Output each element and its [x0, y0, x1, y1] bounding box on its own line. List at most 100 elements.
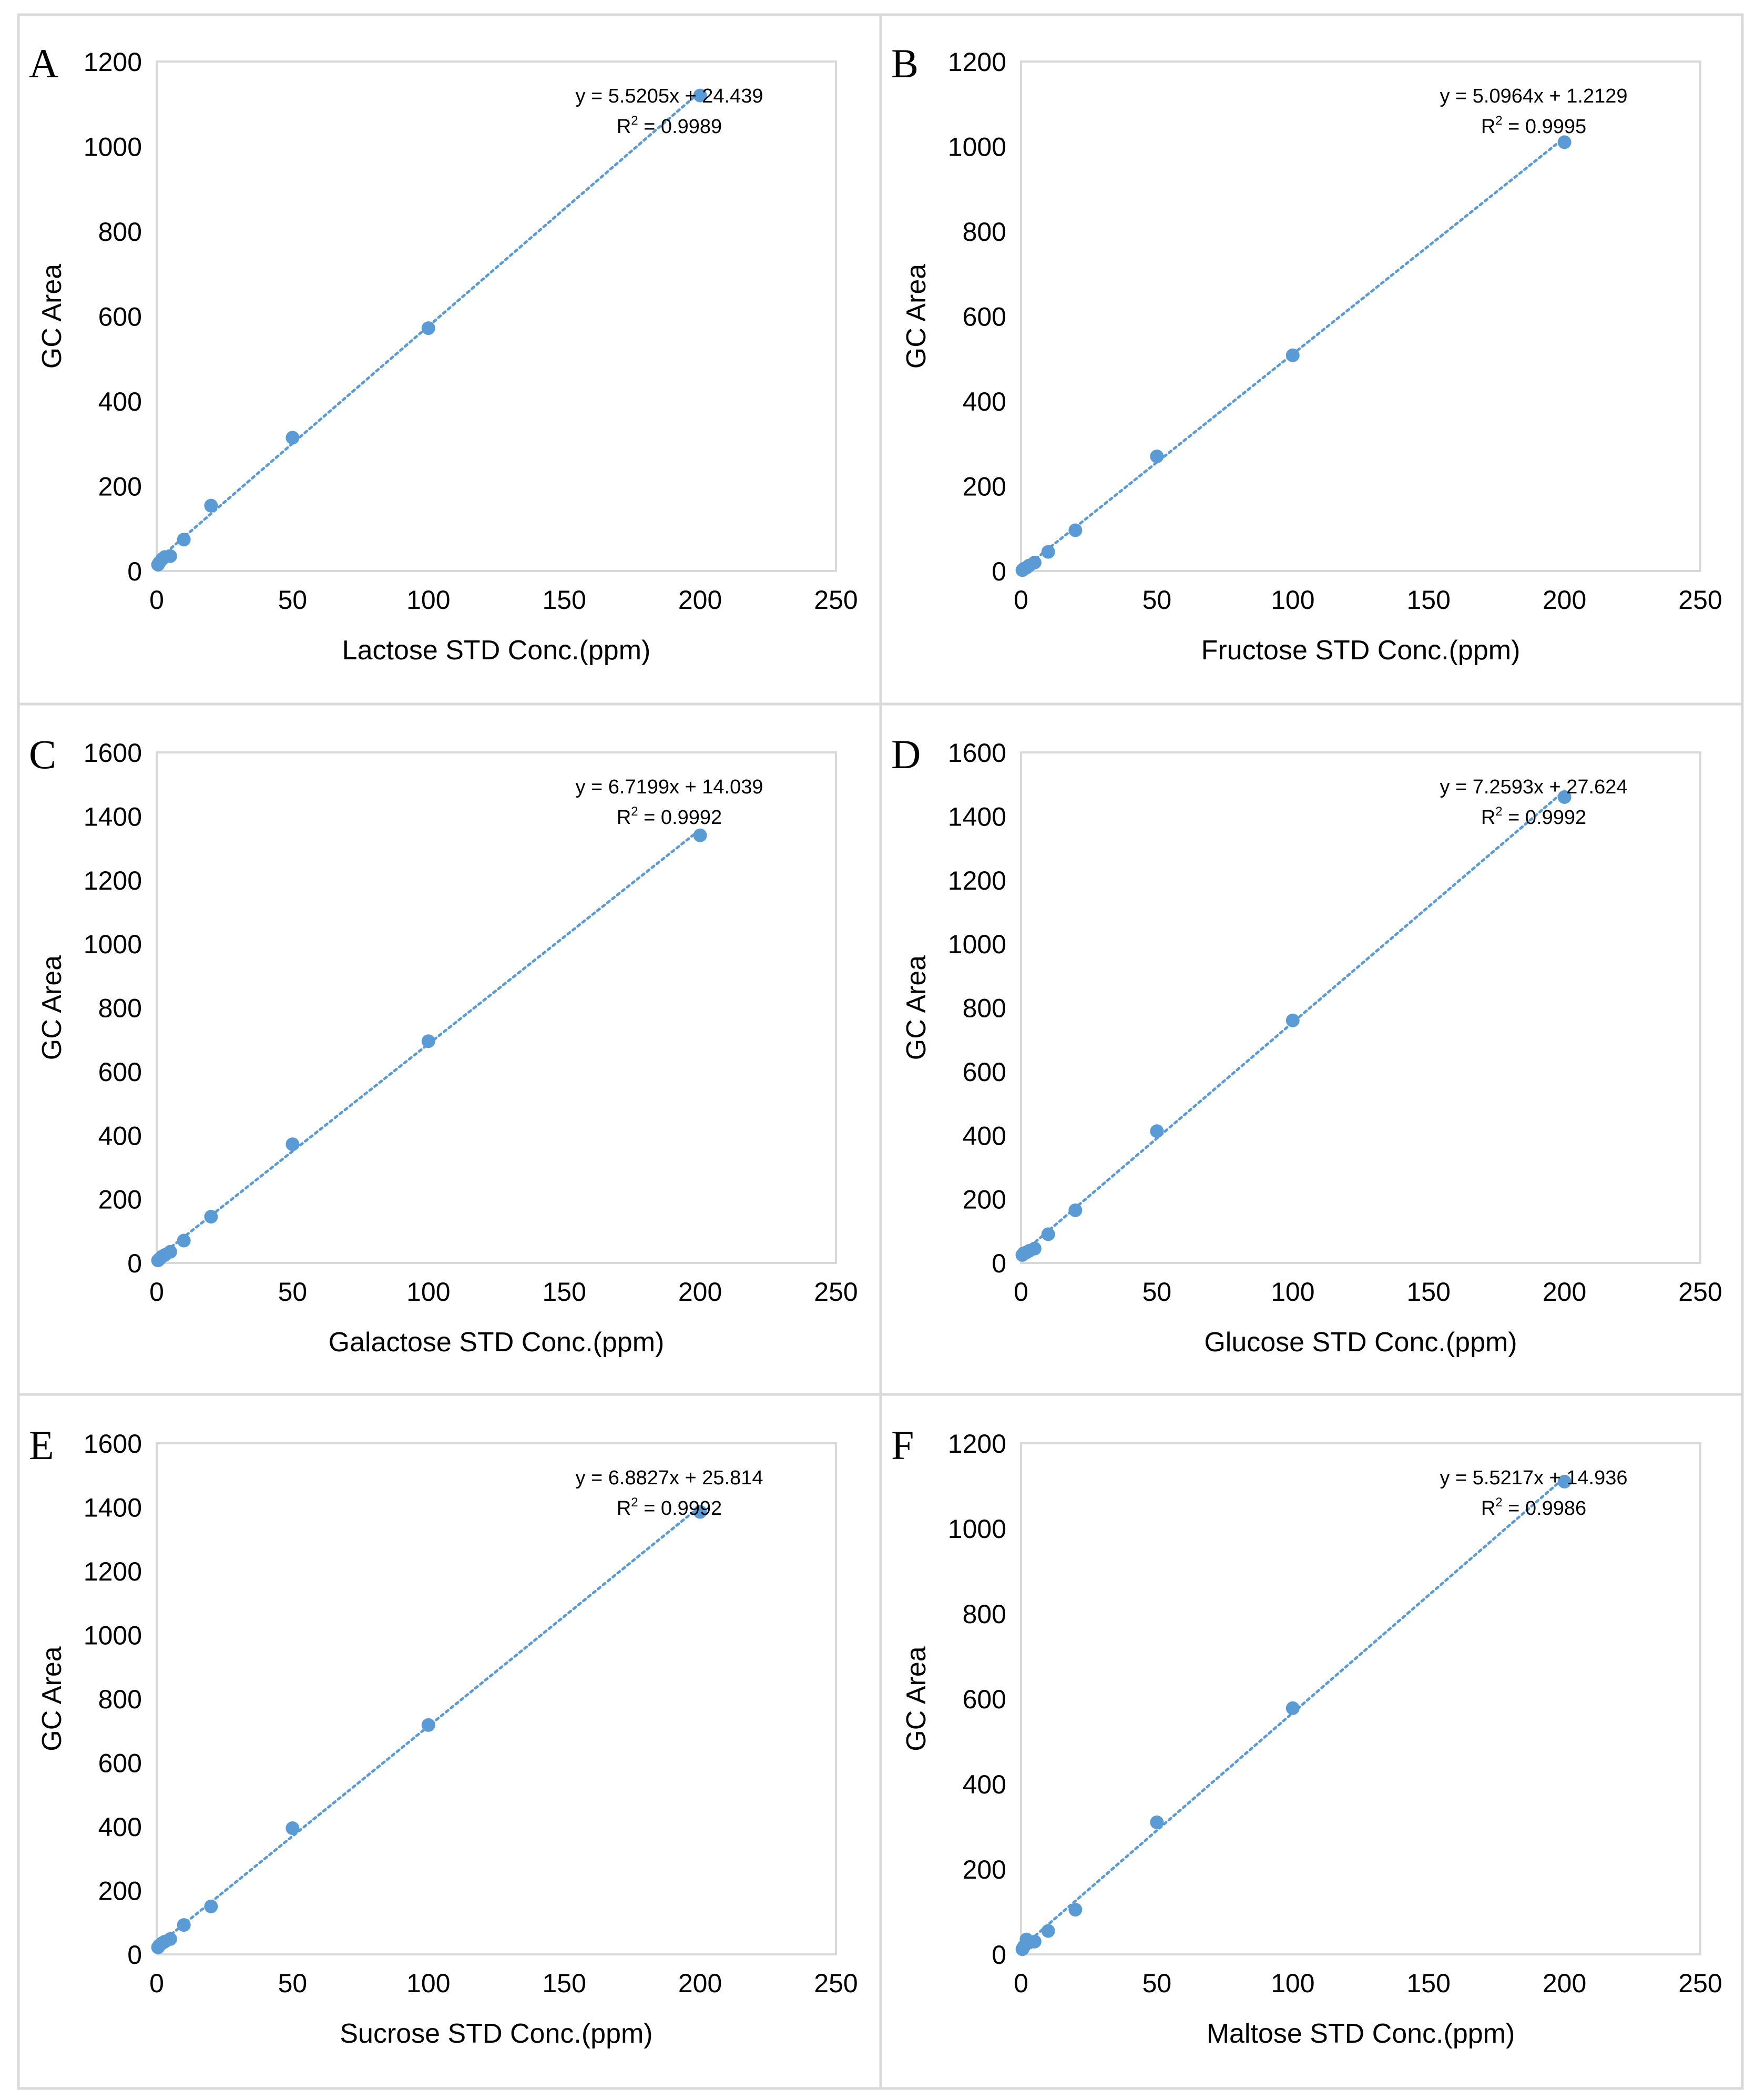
data-point	[285, 431, 300, 445]
trendline-equation: y = 6.7199x + 14.039	[575, 776, 763, 798]
y-tick-label: 1600	[84, 1429, 142, 1459]
y-tick-label: 800	[98, 994, 142, 1023]
y-tick-label: 1400	[84, 802, 142, 831]
r-squared-label: R2 = 0.9989	[617, 114, 722, 138]
data-point	[1150, 449, 1164, 463]
x-tick-label: 200	[678, 585, 722, 615]
plot-area	[156, 1442, 837, 1955]
y-tick-label: 0	[992, 1249, 1006, 1278]
panel-label: C	[29, 731, 56, 777]
y-tick-label: 800	[98, 1685, 142, 1714]
data-point	[204, 498, 218, 513]
x-tick-label: 100	[406, 1277, 450, 1307]
chart-panel-d: D 0 200 400 600 800 1000 1200 1400 1600 0 50 100 150 2…	[891, 731, 1722, 1358]
data-point	[1557, 790, 1572, 804]
y-tick-label: 1200	[84, 1557, 142, 1586]
y-tick-label: 1000	[948, 1514, 1006, 1544]
chart-panel-a: A 0 200 400 600 800 1000 1200 0 50 100 150 200 250 Lac…	[29, 40, 858, 666]
x-tick-label: 0	[149, 1277, 164, 1307]
trendline-equation: y = 7.2593x + 27.624	[1440, 776, 1627, 798]
data-point	[163, 1245, 177, 1259]
x-tick-label: 250	[1678, 1277, 1722, 1307]
y-tick-label: 600	[963, 302, 1006, 332]
y-tick-label: 400	[98, 1121, 142, 1150]
x-axis-title: Glucose STD Conc.(ppm)	[1204, 1327, 1517, 1358]
data-point	[421, 321, 435, 335]
x-tick-label: 150	[542, 1277, 586, 1307]
y-axis-title: GC Area	[37, 1646, 67, 1751]
x-tick-label: 0	[1014, 1277, 1028, 1307]
x-tick-label: 50	[278, 1969, 308, 1998]
x-tick-label: 100	[1271, 585, 1314, 615]
data-point	[1027, 1934, 1042, 1949]
x-tick-label: 200	[1543, 1969, 1586, 1998]
y-tick-label: 0	[127, 1249, 142, 1278]
data-point	[1041, 1924, 1055, 1938]
plot-area	[1020, 751, 1701, 1264]
trendline-equation: y = 5.5217x + 14.936	[1440, 1467, 1627, 1489]
y-tick-label: 1400	[948, 802, 1006, 831]
x-tick-label: 250	[814, 1277, 858, 1307]
panel-label: A	[29, 40, 58, 86]
r-squared-label: R2 = 0.9986	[1481, 1495, 1586, 1520]
x-tick-label: 200	[678, 1277, 722, 1307]
x-tick-label: 250	[814, 585, 858, 615]
y-tick-label: 1200	[948, 1429, 1006, 1459]
y-tick-label: 200	[963, 472, 1006, 502]
plot-area	[1020, 1442, 1701, 1955]
y-tick-label: 800	[963, 1599, 1006, 1629]
y-tick-label: 200	[98, 472, 142, 502]
x-axis-title: Maltose STD Conc.(ppm)	[1207, 2019, 1515, 2049]
x-tick-label: 50	[1142, 1969, 1172, 1998]
trendline-equation: y = 5.5205x + 24.439	[575, 85, 763, 107]
x-tick-label: 0	[149, 1969, 164, 1998]
x-tick-label: 200	[1543, 585, 1586, 615]
x-tick-label: 150	[1406, 585, 1450, 615]
x-tick-label: 100	[406, 1969, 450, 1998]
data-point	[1068, 1902, 1083, 1916]
y-tick-label: 0	[127, 1940, 142, 1970]
x-tick-label: 250	[1678, 585, 1722, 615]
data-point	[204, 1899, 218, 1913]
x-tick-label: 50	[278, 1277, 308, 1307]
plot-area	[156, 751, 837, 1264]
y-tick-label: 200	[98, 1877, 142, 1906]
x-axis-title: Fructose STD Conc.(ppm)	[1201, 635, 1521, 666]
data-point	[693, 828, 707, 842]
chart-panel-f: F 0 200 400 600 800 1000 1200 0 50 100 150 200 250 Mal…	[891, 1422, 1722, 2049]
data-point	[204, 1210, 218, 1224]
y-axis-title: GC Area	[37, 955, 67, 1060]
r-squared-label: R2 = 0.9995	[1481, 114, 1586, 138]
r-squared-label: R2 = 0.9992	[617, 804, 722, 829]
y-tick-label: 1000	[84, 930, 142, 959]
y-tick-label: 600	[98, 1057, 142, 1087]
x-tick-label: 100	[1271, 1969, 1314, 1998]
y-tick-label: 400	[98, 387, 142, 416]
y-tick-label: 200	[963, 1185, 1006, 1215]
x-tick-label: 50	[278, 585, 308, 615]
plot-area	[1020, 60, 1701, 572]
x-tick-label: 150	[1406, 1277, 1450, 1307]
y-tick-label: 1400	[84, 1493, 142, 1523]
chart-panel-e: E 0 200 400 600 800 1000 1200 1400 1600 0 50 100 150 2…	[29, 1422, 858, 2049]
y-axis-title: GC Area	[901, 1646, 932, 1751]
y-tick-label: 1600	[84, 738, 142, 768]
y-tick-label: 1000	[84, 1621, 142, 1650]
x-tick-label: 150	[542, 1969, 586, 1998]
data-point	[1041, 1227, 1055, 1241]
y-tick-label: 1000	[948, 132, 1006, 162]
y-tick-label: 1200	[84, 47, 142, 77]
x-tick-label: 0	[149, 585, 164, 615]
data-point	[1027, 555, 1042, 569]
y-tick-label: 0	[992, 1940, 1006, 1970]
data-point	[1557, 1474, 1572, 1489]
y-tick-label: 600	[963, 1057, 1006, 1087]
y-tick-label: 200	[98, 1185, 142, 1215]
data-point	[1557, 135, 1572, 149]
y-tick-label: 1200	[948, 866, 1006, 895]
data-point	[163, 549, 177, 563]
data-point	[421, 1718, 435, 1732]
x-axis-title: Galactose STD Conc.(ppm)	[329, 1327, 665, 1358]
x-tick-label: 50	[1142, 1277, 1172, 1307]
y-axis-title: GC Area	[901, 955, 932, 1060]
